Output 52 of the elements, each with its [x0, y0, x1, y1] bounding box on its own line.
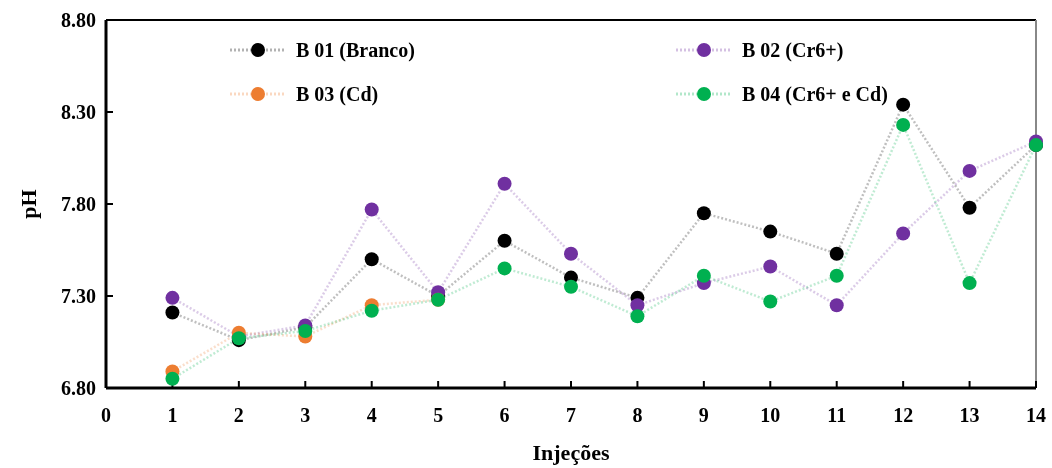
- point: [962, 276, 977, 291]
- point: [564, 279, 578, 294]
- point: [364, 252, 379, 267]
- x-tick-label: 8: [632, 404, 643, 426]
- point: [630, 309, 645, 324]
- point: [763, 224, 778, 239]
- x-tick-label: 6: [499, 404, 510, 426]
- y-axis-title: pH: [16, 189, 41, 219]
- x-tick-label: 5: [433, 404, 444, 426]
- x-tick-label: 3: [300, 404, 311, 426]
- point: [696, 206, 711, 221]
- x-tick-label: 1: [167, 404, 178, 426]
- point: [829, 268, 844, 283]
- point: [829, 298, 844, 313]
- legend-label: B 04 (Cr6+ e Cd): [742, 83, 888, 106]
- point: [829, 246, 844, 261]
- point: [896, 226, 911, 241]
- point: [364, 202, 379, 217]
- point: [165, 305, 180, 320]
- y-tick-label: 7.80: [61, 193, 96, 215]
- point: [497, 176, 512, 191]
- point: [364, 303, 379, 318]
- legend-label: B 01 (Branco): [296, 39, 415, 62]
- point: [564, 246, 578, 261]
- point: [497, 261, 512, 276]
- x-tick-label: 13: [959, 404, 980, 426]
- y-tick-label: 8.80: [61, 9, 96, 31]
- point: [763, 294, 778, 309]
- legend-label: B 03 (Cd): [296, 83, 379, 106]
- y-tick-label: 7.30: [61, 285, 96, 307]
- point: [763, 259, 778, 274]
- point: [896, 117, 911, 132]
- point: [696, 268, 711, 283]
- x-tick-label: 2: [233, 404, 244, 426]
- x-tick-label: 0: [101, 404, 111, 426]
- y-tick-label: 6.80: [61, 377, 96, 399]
- x-tick-label: 10: [760, 404, 781, 426]
- x-tick-label: 7: [566, 404, 576, 426]
- x-axis-title: Injeções: [532, 440, 610, 465]
- legend-label: B 02 (Cr6+): [742, 39, 844, 62]
- point: [165, 290, 180, 305]
- x-tick-label: 4: [366, 404, 377, 426]
- point: [962, 200, 977, 215]
- point: [497, 233, 512, 248]
- point: [962, 163, 977, 178]
- point: [896, 97, 911, 112]
- y-tick-label: 8.30: [61, 101, 96, 123]
- point: [165, 371, 180, 386]
- x-tick-label: 11: [827, 404, 847, 426]
- x-tick-label: 9: [698, 404, 709, 426]
- x-tick-label: 14: [1026, 404, 1046, 426]
- x-tick-label: 12: [893, 404, 914, 426]
